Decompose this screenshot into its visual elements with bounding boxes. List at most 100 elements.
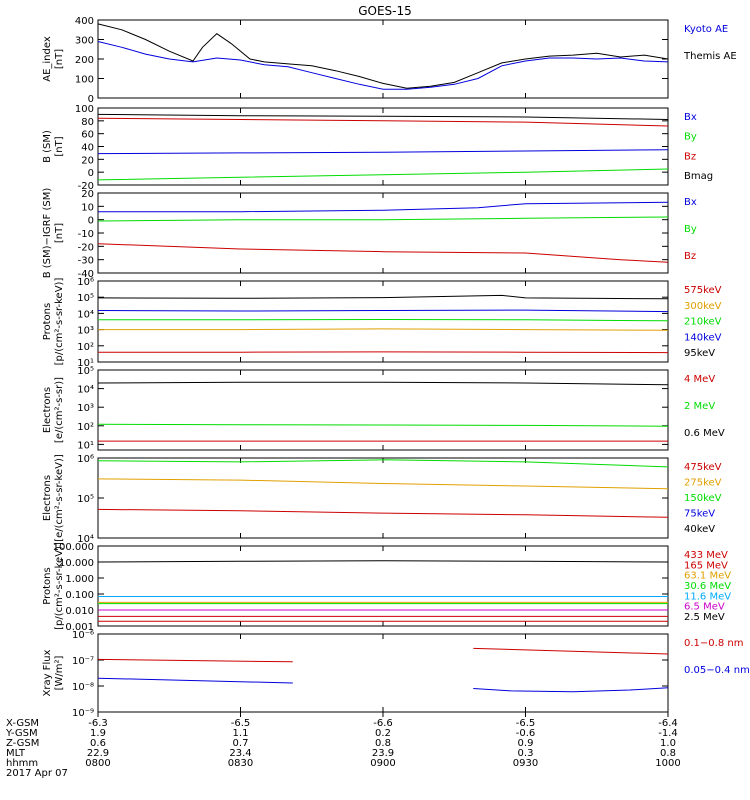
y-tick-label: 300 (75, 36, 94, 47)
y-axis-label: [e/(cm²-s-sr-keV)] (54, 454, 65, 542)
legend-entry: 40keV (684, 524, 715, 535)
legend-entry: Themis AE (683, 51, 737, 62)
y-axis-label: [nT] (54, 49, 65, 69)
footer-value: 1.9 (90, 728, 106, 739)
y-tick-label: 10⁵ (77, 293, 94, 304)
y-tick-label: 10¹ (77, 440, 94, 451)
series-line (98, 318, 669, 322)
series-line (97, 23, 669, 89)
legend-entry: 150keV (684, 493, 722, 504)
footer-value: 0.9 (518, 738, 534, 749)
footer-row-label: Z-GSM (6, 738, 39, 749)
legend-entry: 433 MeV (684, 550, 728, 561)
footer-value: -6.5 (516, 718, 536, 729)
footer-value: -6.5 (231, 718, 251, 729)
legend-entry: Bx (684, 112, 697, 123)
panel-8: 10⁻⁹ 10⁻⁸ 10⁻⁷ 10⁻⁶ Xray Flux [W/m²] 0.1−0.8 n… (42, 630, 750, 719)
legend-entry: 2 MeV (684, 401, 715, 412)
y-tick-label: 10 (81, 202, 94, 213)
y-tick-label: 10⁻⁶ (72, 630, 94, 641)
y-tick-label: 10⁻⁷ (72, 656, 94, 667)
y-tick-label: 10⁶ (77, 277, 94, 288)
panel-frame (97, 19, 669, 99)
legend-entry: 11.6 MeV (684, 591, 731, 602)
series-line (98, 351, 669, 354)
footer-value: 23.9 (372, 748, 394, 759)
y-axis-label: Protons (42, 303, 53, 340)
y-tick-label: -20 (78, 181, 94, 192)
y-axis-label: [e/(cm²-s-sr)] (54, 377, 65, 443)
y-tick-label: 10² (77, 342, 94, 353)
legend-entry: 165 MeV (684, 560, 728, 571)
footer-value: 0.8 (375, 738, 391, 749)
y-tick-label: 10² (77, 422, 94, 433)
footer-value: 0.8 (660, 748, 676, 759)
legend-entry: Bz (684, 251, 696, 262)
legend-entry: 63.1 MeV (684, 571, 731, 582)
y-axis-label: B (SM) (42, 130, 53, 163)
series-line (97, 508, 669, 518)
panel-frame (97, 633, 669, 713)
legend-entry: 275keV (684, 478, 722, 489)
legend-entry: 575keV (684, 285, 722, 296)
legend-entry: 210keV (684, 317, 722, 328)
y-tick-label: 400 (75, 16, 94, 27)
footer-value: 1.1 (233, 728, 249, 739)
series-line (97, 216, 669, 222)
footer-value: 1000 (655, 758, 680, 769)
y-tick-label: 1.000 (65, 574, 94, 585)
series-line (97, 560, 669, 563)
panel-6: 10⁴ 10⁵ 10⁶ Electrons [e/(cm²-s-sr-keV)] 475k… (42, 454, 722, 545)
footer-value: -0.6 (516, 728, 536, 739)
panel-1: 0 100 200 300 400 AE_index [nT] Kyoto AE Themis … (42, 16, 737, 105)
legend-entry: 0.1−0.8 nm (684, 638, 743, 649)
series-line (97, 294, 669, 300)
footer-value: -6.3 (88, 718, 108, 729)
series-line (97, 677, 293, 684)
y-tick-label: 10⁴ (77, 385, 94, 396)
legend-entry: 30.6 MeV (684, 581, 731, 592)
series-line (97, 309, 669, 313)
footer-value: -6.4 (658, 718, 678, 729)
y-tick-label: 0.001 (65, 622, 94, 633)
footer-value: 22.9 (87, 748, 109, 759)
legend-entry: 4 MeV (684, 374, 715, 385)
legend-entry: 0.05−0.4 nm (684, 665, 750, 676)
footer-value: 0930 (513, 758, 538, 769)
plot-title: GOES-15 (358, 4, 412, 18)
y-axis-label: [p/(cm²-s-sr-keV)] (54, 542, 65, 630)
footer-row-label: X-GSM (6, 718, 39, 729)
legend-entry: 95keV (684, 348, 715, 359)
panel-frame (97, 192, 669, 274)
y-axis-label: [p/(cm²-s-sr-keV)] (54, 278, 65, 366)
y-tick-label: 100.000 (53, 542, 94, 553)
series-line (97, 149, 669, 155)
legend-entry: Bmag (684, 171, 713, 182)
y-axis-label: Electrons (42, 475, 53, 521)
series-line (97, 478, 669, 490)
y-tick-label: 20 (81, 155, 94, 166)
footer-value: -6.6 (373, 718, 393, 729)
y-tick-label: 10³ (77, 403, 94, 414)
footer-value: 0.7 (233, 738, 249, 749)
series-line (98, 328, 669, 331)
y-axis-label: Electrons (42, 387, 53, 433)
footer-value: 0800 (85, 758, 110, 769)
panel-frame (97, 280, 669, 363)
legend-entry: By (684, 132, 697, 143)
series-line (97, 113, 669, 120)
y-tick-label: 10.000 (59, 558, 94, 569)
footer-value: 0.2 (375, 728, 391, 739)
y-tick-label: -10 (78, 229, 94, 240)
footer-row-label: MLT (6, 748, 26, 759)
y-tick-label: 200 (75, 55, 94, 66)
legend-entry: 140keV (684, 332, 722, 343)
footer-value: 1.0 (660, 738, 676, 749)
y-tick-label: 0 (88, 216, 94, 227)
legend-entry: 300keV (684, 301, 722, 312)
panel-frame (97, 457, 669, 539)
y-axis-label: [W/m²] (54, 655, 65, 690)
